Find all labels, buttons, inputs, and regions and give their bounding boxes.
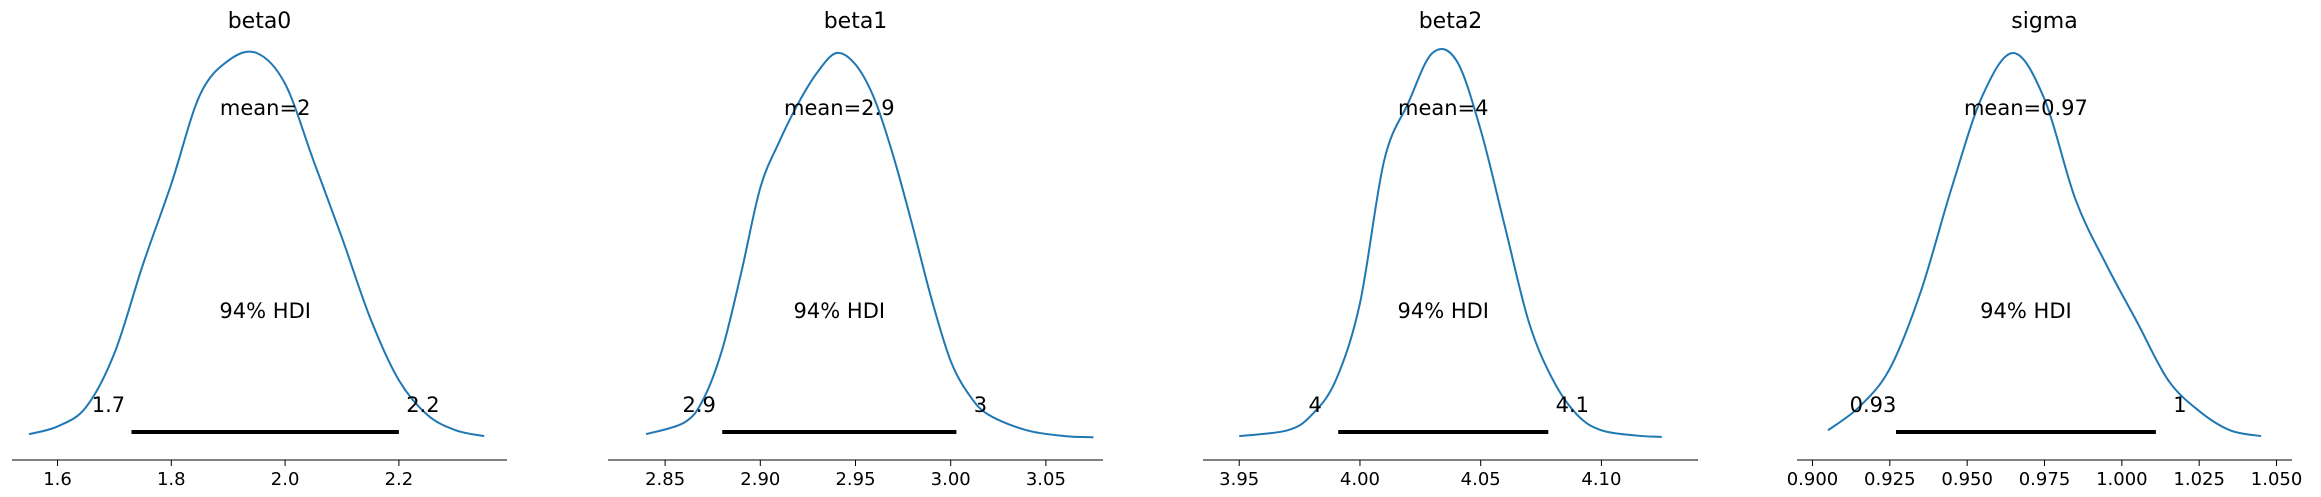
density-curve bbox=[645, 51, 1094, 439]
x-tick-label: 0.975 bbox=[2019, 469, 2071, 490]
panel-title: beta1 bbox=[824, 9, 888, 34]
mean-label: mean=4 bbox=[1398, 96, 1489, 120]
x-tick-label: 1.8 bbox=[157, 469, 186, 490]
hdi-label: 94% HDI bbox=[219, 299, 311, 323]
density-curve bbox=[1239, 47, 1662, 438]
x-tick-label: 3.05 bbox=[1026, 469, 1066, 490]
hdi-label: 94% HDI bbox=[1397, 299, 1489, 323]
density-curve bbox=[1827, 51, 2262, 438]
x-tick-label: 2.90 bbox=[740, 469, 780, 490]
mean-label: mean=2.9 bbox=[784, 96, 895, 120]
x-tick-label: 1.050 bbox=[2251, 469, 2303, 490]
panel-beta1: beta1 2.85 2.90 2.95 3.00 3.05 mean=2.9 94% HDI… bbox=[608, 9, 1103, 490]
x-tick-label: 1.000 bbox=[2096, 469, 2148, 490]
panel-beta0: beta0 1.6 1.8 2.0 2.2 mean=2 94% HDI 1.7 2.2 bbox=[12, 9, 507, 490]
x-tick-label: 2.2 bbox=[385, 469, 414, 490]
hdi-high-label: 3 bbox=[974, 393, 987, 417]
panel-sigma: sigma 0.900 0.925 0.950 0.975 1.000 1.025 1.050… bbox=[1787, 9, 2303, 490]
x-tick-label: 4.10 bbox=[1581, 469, 1621, 490]
x-tick-label: 0.950 bbox=[1941, 469, 1993, 490]
x-tick-label: 3.00 bbox=[931, 469, 971, 490]
x-tick-label: 1.025 bbox=[2173, 469, 2225, 490]
hdi-high-label: 1 bbox=[2173, 393, 2186, 417]
hdi-high-label: 2.2 bbox=[406, 393, 439, 417]
mean-label: mean=2 bbox=[220, 96, 311, 120]
x-tick-label: 0.900 bbox=[1787, 469, 1839, 490]
hdi-low-label: 1.7 bbox=[92, 393, 125, 417]
x-tick-label: 3.95 bbox=[1219, 469, 1259, 490]
hdi-low-label: 0.93 bbox=[1850, 393, 1897, 417]
x-tick-label: 1.6 bbox=[43, 469, 72, 490]
x-tick-label: 2.0 bbox=[271, 469, 300, 490]
hdi-label: 94% HDI bbox=[1980, 299, 2072, 323]
hdi-high-label: 4.1 bbox=[1556, 393, 1589, 417]
mean-label: mean=0.97 bbox=[1964, 96, 2088, 120]
x-tick-label: 2.85 bbox=[645, 469, 685, 490]
hdi-low-label: 2.9 bbox=[683, 393, 716, 417]
x-tick-label: 0.925 bbox=[1864, 469, 1916, 490]
panel-title: beta2 bbox=[1419, 9, 1483, 34]
hdi-low-label: 4 bbox=[1309, 393, 1322, 417]
panel-title: beta0 bbox=[228, 9, 292, 34]
x-tick-label: 4.00 bbox=[1340, 469, 1380, 490]
panel-beta2: beta2 3.95 4.00 4.05 4.10 mean=4 94% HDI 4 4.1 bbox=[1203, 9, 1698, 490]
panel-title: sigma bbox=[2011, 9, 2077, 34]
density-curve bbox=[28, 50, 485, 438]
hdi-label: 94% HDI bbox=[794, 299, 886, 323]
x-tick-label: 4.05 bbox=[1461, 469, 1501, 490]
x-tick-label: 2.95 bbox=[835, 469, 875, 490]
